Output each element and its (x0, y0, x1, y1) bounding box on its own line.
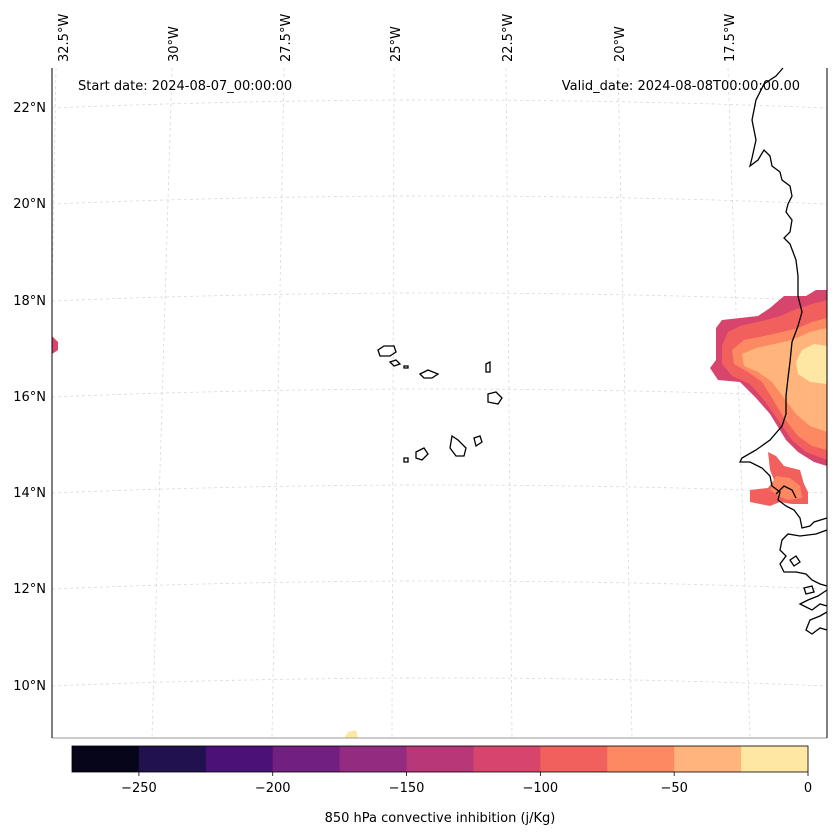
lat-label: 22°N (13, 101, 46, 116)
colorbar-tick-label: −100 (523, 781, 559, 796)
island-santa-luzia (403, 365, 409, 369)
island-fogo (415, 447, 429, 461)
gridline-lon-30 (151, 67, 173, 739)
lat-label: 16°N (13, 390, 46, 405)
colorbar-swatch (473, 746, 541, 772)
colorbar-swatch (138, 746, 207, 772)
lon-axis-labels: 32.5°W 30°W 27.5°W 25°W 22.5°W 20°W 17.5… (57, 14, 738, 62)
lon-label: 32.5°W (57, 14, 72, 62)
lat-label: 18°N (13, 294, 46, 309)
colorbar-label: 850 hPa convective inhibition (j/Kg) (325, 811, 556, 826)
colorbar-swatch (72, 746, 140, 772)
gridline-lat-18 (51, 292, 828, 302)
lon-label: 20°W (613, 26, 628, 62)
cin-area-senegal-peak (796, 344, 827, 384)
colorbar-swatch (540, 746, 608, 772)
gridline-lat-22 (51, 99, 828, 109)
gridline-lon-20 (617, 67, 633, 739)
valid-date-label: Valid_date: 2024-08-08T00:00:00.00 (562, 79, 800, 94)
gridline-lat-10 (51, 677, 828, 687)
gridline-lon-17.5 (727, 67, 751, 739)
colorbar-tick-label: −50 (660, 781, 687, 796)
coastline-bissagos (789, 555, 815, 595)
lon-label: 30°W (167, 26, 182, 62)
coastline-gambia-river (775, 485, 797, 499)
lon-label: 27.5°W (279, 14, 294, 62)
lat-axis-labels: 22°N 20°N 18°N 16°N 14°N 12°N 10°N (13, 101, 46, 694)
island-brava (403, 457, 409, 463)
island-santiago (449, 434, 467, 457)
lat-label: 12°N (13, 582, 46, 597)
island-boa-vista (487, 391, 503, 405)
colorbar-swatches (72, 746, 809, 772)
gridlines (51, 67, 828, 739)
gridline-lat-14 (51, 484, 828, 494)
colorbar-swatch (406, 746, 474, 772)
colorbar-tick-label: −200 (255, 781, 291, 796)
colorbar-swatch (741, 746, 809, 772)
map-background (52, 68, 827, 738)
lon-label: 22.5°W (501, 14, 516, 62)
island-sao-vicente (388, 359, 402, 367)
colorbar-swatch (339, 746, 408, 772)
lon-label: 25°W (389, 26, 404, 62)
colorbar-tick-label: −150 (389, 781, 425, 796)
lon-label: 17.5°W (723, 14, 738, 62)
coastline-guinea (779, 529, 828, 635)
colorbar-tick-label: 0 (804, 781, 812, 796)
colorbar-swatch (607, 746, 675, 772)
gridline-lat-16 (51, 388, 828, 398)
colorbar-swatch (272, 746, 341, 772)
coastlines (377, 67, 828, 635)
gridline-lat-20 (51, 195, 828, 205)
gridline-lat-12 (51, 580, 828, 590)
colorbar: −250 −200 −150 −100 −50 0 850 hPa convective … (71, 745, 812, 826)
colorbar-ticks: −250 −200 −150 −100 −50 0 (121, 772, 812, 796)
cin-area-left-edge (52, 336, 58, 354)
gridline-lon-32.5 (51, 67, 57, 301)
island-santo-antao (377, 345, 397, 357)
map-panel: Start date: 2024-08-07_00:00:00 Valid_da… (51, 67, 828, 739)
start-date-label: Start date: 2024-08-07_00:00:00 (78, 79, 292, 94)
island-maio (473, 435, 483, 448)
gridline-lon-27.5 (271, 67, 285, 739)
colorbar-frame (71, 745, 809, 773)
cin-contours (52, 290, 827, 738)
colorbar-swatch (674, 746, 742, 772)
lat-label: 20°N (13, 197, 46, 212)
colorbar-tick-label: −250 (121, 781, 157, 796)
gridline-lon-22.5 (505, 67, 513, 739)
cin-area-bottom-edge (344, 730, 358, 738)
island-sao-nicolau (418, 369, 440, 379)
gridline-lon-25 (391, 67, 395, 739)
lat-label: 10°N (13, 679, 46, 694)
island-sal (485, 360, 491, 373)
lat-label: 14°N (13, 486, 46, 501)
colorbar-swatch (205, 746, 274, 772)
